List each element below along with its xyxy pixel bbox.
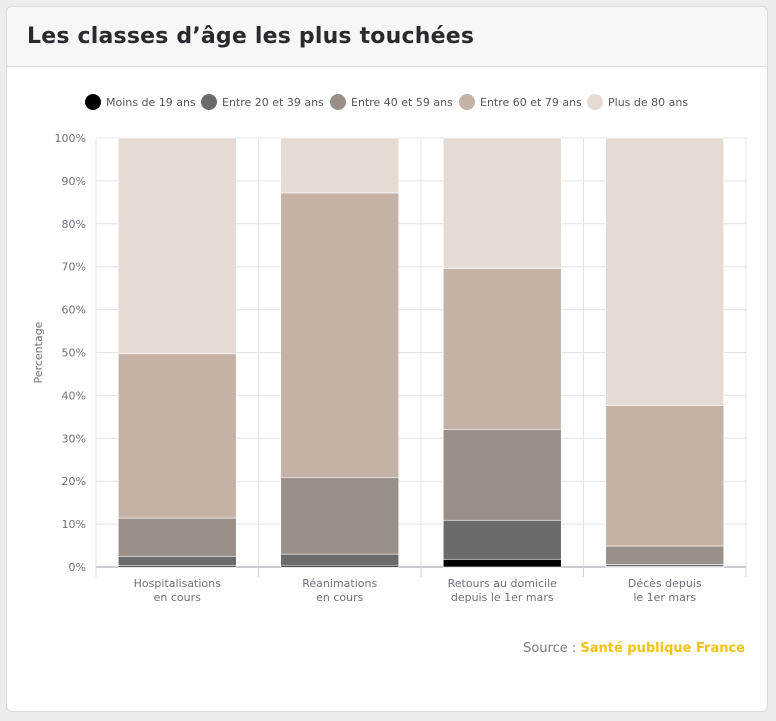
legend-swatch[interactable] <box>85 94 101 110</box>
bar-segment[interactable] <box>117 555 237 567</box>
card-header: Les classes d’âge les plus touchées <box>7 7 767 67</box>
legend-item-label[interactable]: Moins de 19 ans <box>106 96 196 109</box>
y-tick-label: 60% <box>62 304 86 317</box>
y-tick-label: 30% <box>62 432 86 445</box>
y-tick-label: 80% <box>62 218 86 231</box>
bar-segment[interactable] <box>605 405 725 547</box>
source-label: Source : <box>523 641 581 656</box>
y-tick-label: 100% <box>55 132 86 145</box>
legend-swatch[interactable] <box>587 94 603 110</box>
bar-segment[interactable] <box>117 517 237 557</box>
bar-segment[interactable] <box>117 137 237 355</box>
y-tick-label: 10% <box>62 518 86 531</box>
bar-segment[interactable] <box>605 545 725 565</box>
legend-item-label[interactable]: Entre 60 et 79 ans <box>480 96 582 109</box>
bar-segment[interactable] <box>605 564 725 567</box>
legend-item-label[interactable]: Plus de 80 ans <box>608 96 688 109</box>
y-axis-title: Percentage <box>32 321 45 383</box>
y-tick-label: 20% <box>62 475 86 488</box>
legend-item-label[interactable]: Entre 20 et 39 ans <box>222 96 324 109</box>
chart-title: Les classes d’âge les plus touchées <box>27 24 475 49</box>
bar-segment[interactable] <box>442 428 562 521</box>
bar-segment[interactable] <box>117 353 237 519</box>
x-category-label: Décès depuis <box>628 577 702 590</box>
bar-segment[interactable] <box>280 192 400 478</box>
bar-segment[interactable] <box>605 137 725 406</box>
legend-swatch[interactable] <box>201 94 217 110</box>
x-category-label: en cours <box>316 591 364 604</box>
bar-segment[interactable] <box>280 137 400 194</box>
x-category-label: le 1er mars <box>633 591 696 604</box>
source-link[interactable]: Santé publique France <box>580 641 745 656</box>
bar-segment[interactable] <box>442 519 562 560</box>
bar-segment[interactable] <box>442 558 562 568</box>
source-attribution: Source : Santé publique France <box>523 641 745 656</box>
bar-segment[interactable] <box>442 268 562 430</box>
y-tick-label: 40% <box>62 389 86 402</box>
legend-swatch[interactable] <box>459 94 475 110</box>
legend-swatch[interactable] <box>330 94 346 110</box>
x-category-label: Réanimations <box>302 577 377 590</box>
x-category-label: Hospitalisations <box>134 577 221 590</box>
x-category-label: depuis le 1er mars <box>451 591 554 604</box>
x-category-label: en cours <box>154 591 202 604</box>
bar-segment[interactable] <box>280 553 400 566</box>
y-tick-label: 50% <box>62 347 86 360</box>
legend-item-label[interactable]: Entre 40 et 59 ans <box>351 96 453 109</box>
y-tick-label: 0% <box>69 561 86 574</box>
y-tick-label: 70% <box>62 261 86 274</box>
bar-segment[interactable] <box>442 137 562 269</box>
y-tick-label: 90% <box>62 175 86 188</box>
bar-segment[interactable] <box>280 477 400 555</box>
x-category-label: Retours au domicile <box>448 577 558 590</box>
